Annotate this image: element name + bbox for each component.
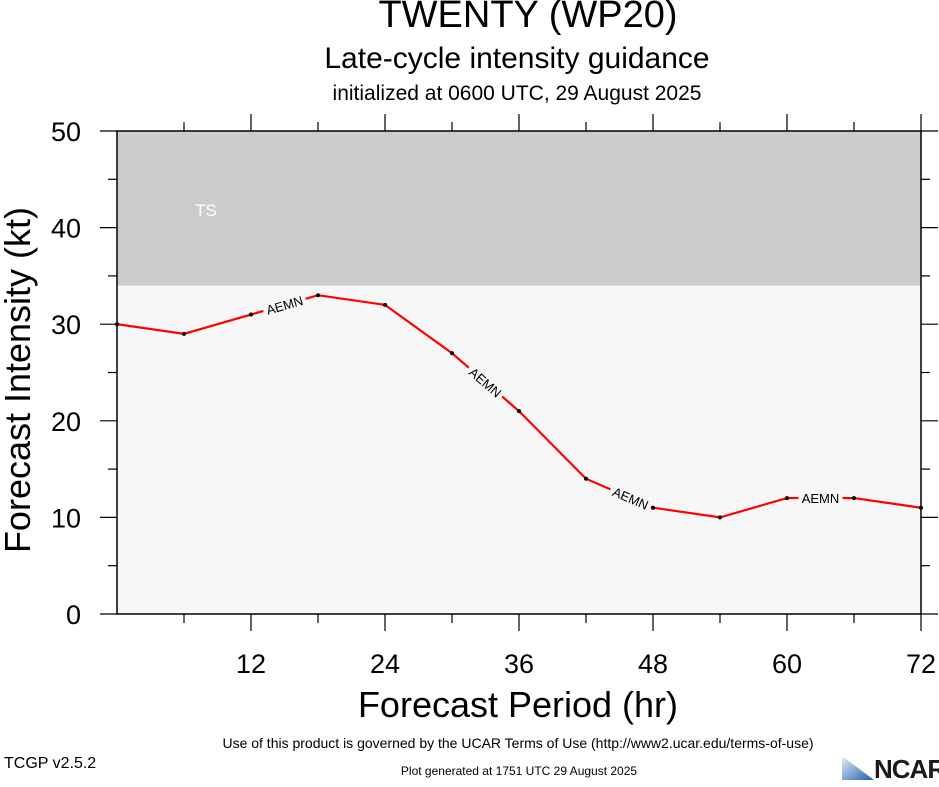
data-point [182, 331, 186, 336]
series-label-group: AEMN [798, 490, 843, 506]
y-tick-label: 0 [66, 600, 81, 630]
data-point [249, 312, 253, 317]
version-label: TCGP v2.5.2 [4, 755, 97, 772]
band-label-ts: TS [195, 201, 217, 220]
data-point [517, 409, 521, 414]
x-tick-label: 48 [638, 649, 668, 679]
band-ts [117, 131, 921, 286]
series-label-bg [464, 361, 508, 402]
data-point [584, 476, 588, 481]
y-tick-label: 20 [51, 407, 81, 437]
x-tick-label: 36 [504, 649, 534, 679]
data-point [785, 496, 789, 501]
x-tick-label: 12 [236, 649, 266, 679]
x-tick-label: 72 [906, 649, 936, 679]
ticks-layer: 0 10 20 30 40 50 12 24 36 48 60 72 [51, 114, 938, 679]
generated-timestamp: Plot generated at 1751 UTC 29 August 202… [400, 764, 638, 778]
x-axis-label: Forecast Period (hr) [357, 684, 679, 725]
series-label-bg [261, 291, 308, 318]
initialization-time: initialized at 0600 UTC, 29 August 2025 [332, 82, 702, 105]
x-tick-label: 60 [772, 649, 802, 679]
chart-title: TWENTY (WP20) [378, 0, 678, 36]
terms-of-use-notice: Use of this product is governed by the U… [222, 735, 814, 751]
y-tick-label: 10 [51, 503, 81, 533]
ncar-logo-text: NCAR [874, 754, 939, 784]
y-tick-label: 50 [51, 117, 81, 147]
y-tick-label: 30 [51, 310, 81, 340]
data-point [383, 302, 387, 307]
x-tick-label: 24 [370, 649, 400, 679]
series-label: AEMN [802, 491, 840, 506]
y-axis-label: Forecast Intensity (kt) [0, 206, 38, 554]
data-point [651, 505, 655, 510]
ncar-logo: NCAR [838, 752, 939, 784]
series-label-bg [798, 490, 843, 506]
data-point [852, 496, 856, 501]
data-point [316, 293, 320, 298]
bands-layer: TS [117, 131, 921, 614]
series-label-bg [607, 482, 655, 514]
chart-subtitle: Late-cycle intensity guidance [324, 42, 710, 75]
data-point [718, 515, 722, 520]
ncar-logo-icon [842, 756, 874, 780]
data-point [450, 351, 454, 356]
plot-frame [116, 130, 922, 615]
y-tick-label: 40 [51, 214, 81, 244]
